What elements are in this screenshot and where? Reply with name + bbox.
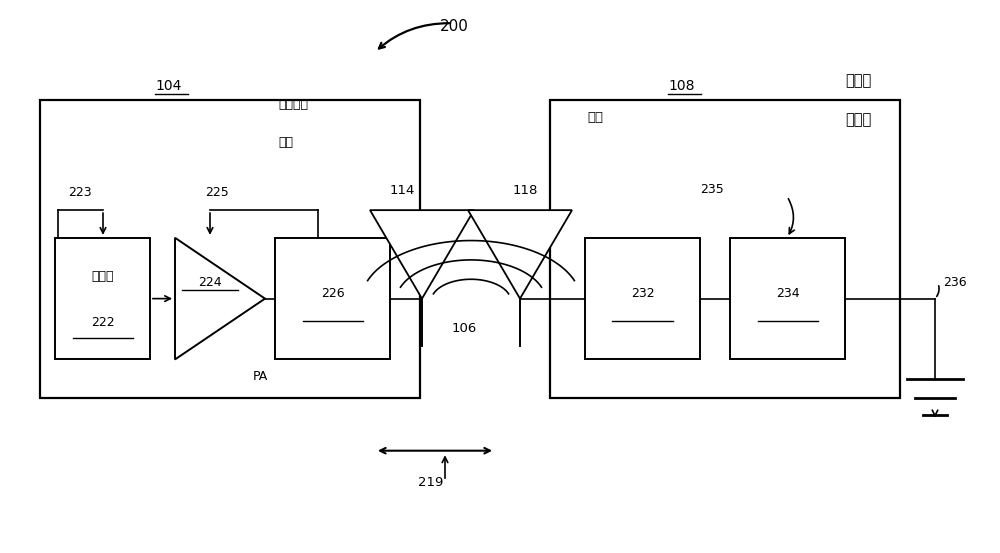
Bar <box>730 238 845 359</box>
Text: 222: 222 <box>91 316 114 330</box>
Text: 225: 225 <box>205 186 229 199</box>
Text: 200: 200 <box>440 19 469 34</box>
Text: 232: 232 <box>631 286 654 300</box>
Polygon shape <box>468 210 572 299</box>
Text: 滤波器、: 滤波器、 <box>278 97 308 111</box>
Text: PA: PA <box>252 369 268 383</box>
Polygon shape <box>370 210 474 299</box>
Text: 226: 226 <box>321 286 344 300</box>
Text: 振荡器: 振荡器 <box>91 270 114 283</box>
Bar <box>40 100 420 398</box>
Bar <box>585 238 700 359</box>
Text: 与开关: 与开关 <box>845 112 871 127</box>
Text: 224: 224 <box>198 275 222 289</box>
Text: 106: 106 <box>452 321 477 335</box>
Text: 匹配: 匹配 <box>278 136 293 149</box>
Bar <box>275 238 390 359</box>
Text: 114: 114 <box>390 184 415 197</box>
Text: 118: 118 <box>513 184 538 197</box>
Text: 223: 223 <box>68 186 92 199</box>
Bar <box>55 238 150 359</box>
Text: 整流器: 整流器 <box>845 74 871 88</box>
Text: 235: 235 <box>700 183 724 196</box>
Bar <box>550 100 900 398</box>
Text: 104: 104 <box>155 79 181 93</box>
Text: 108: 108 <box>668 79 694 93</box>
Text: 219: 219 <box>418 476 443 489</box>
Text: 236: 236 <box>943 275 967 289</box>
Text: 匹配: 匹配 <box>587 111 603 124</box>
Polygon shape <box>175 238 265 359</box>
Text: 234: 234 <box>776 286 799 300</box>
